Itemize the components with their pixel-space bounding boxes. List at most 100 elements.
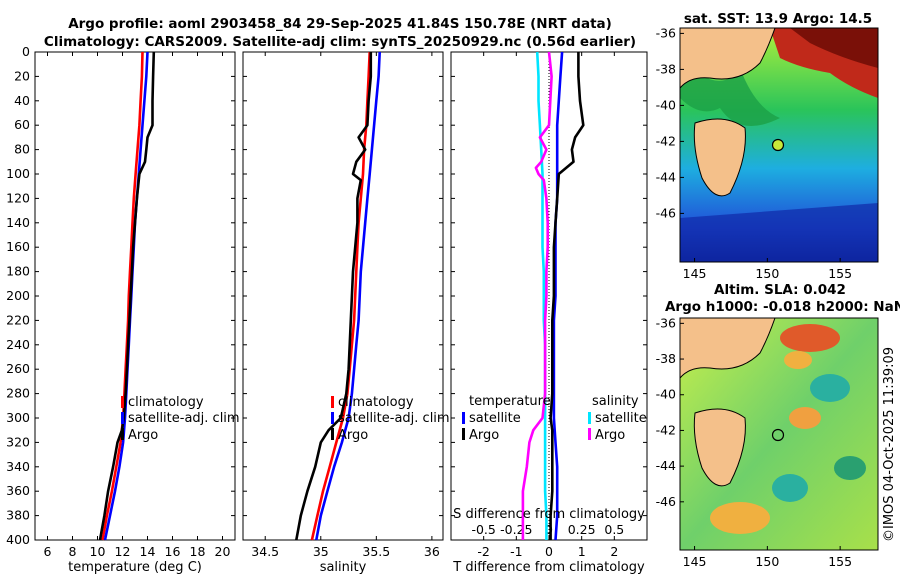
salinity-ticks: 34.5 35 35.5 36	[243, 51, 443, 559]
depth-tick-labels: 0 20 40 60 80 100 120 140 160 180 200 220 240 260 280 3…	[6, 44, 30, 547]
map-lat-label: -38	[656, 351, 676, 366]
x-tick-label: 6	[44, 544, 52, 559]
x-tick-label: 18	[190, 544, 206, 559]
depth-tick-label: 360	[6, 483, 30, 498]
legend-label-argo: Argo	[128, 428, 158, 443]
legend-label-argo: Argo	[338, 428, 368, 443]
x-tick-label: 16	[165, 544, 181, 559]
legend-label-climatology: climatology	[128, 395, 204, 410]
depth-tick-label: 180	[6, 264, 30, 279]
depth-tick-label: 80	[14, 142, 30, 157]
series-line-clim	[310, 51, 371, 541]
legend-swatch-t-satellite	[462, 412, 465, 424]
salinity-lines	[295, 51, 381, 541]
x-tick-label: 35	[313, 544, 329, 559]
temperature-ticks: 6 8 10 12 14 16 18 20	[35, 51, 235, 559]
depth-tick-label: 0	[22, 44, 30, 59]
depth-tick-label: 300	[6, 410, 30, 425]
sla-map: Altim. SLA: 0.042 Argo h1000: -0.018 h20…	[656, 282, 900, 569]
legend-swatch-climatology	[121, 396, 124, 408]
map-lat-label: -42	[656, 133, 676, 148]
s-diff-tick-label: -0.25	[500, 522, 532, 537]
x-tick-label: 1	[578, 544, 586, 559]
x-tick-label: 20	[215, 544, 231, 559]
x-tick-label: -1	[510, 544, 522, 559]
series-line-argo	[98, 51, 156, 541]
title-line-2: Climatology: CARS2009. Satellite-adj cli…	[44, 34, 636, 50]
temperature-axes-box	[34, 51, 236, 541]
s-diff-tick-label: 0.25	[568, 522, 596, 537]
t-difference-axis-label: T difference from climatology	[452, 560, 645, 575]
map-lon-label: 145	[683, 266, 707, 281]
salinity-axes-box	[242, 51, 444, 541]
map-lat-label: -46	[656, 494, 676, 509]
legend-label-t-argo: Argo	[469, 428, 499, 443]
x-tick-label: 34.5	[251, 544, 279, 559]
series-line-sat_s	[535, 51, 548, 540]
difference-lines	[521, 51, 585, 541]
legend-label-satellite: satellite-adj. clim	[338, 411, 450, 426]
map-lat-label: -46	[656, 205, 676, 220]
argo-location-marker	[771, 428, 785, 442]
map-lat-label: -36	[656, 25, 676, 40]
x-tick-label: 35.5	[362, 544, 390, 559]
s-diff-tick-label: 0.5	[604, 522, 624, 537]
legend-label-climatology: climatology	[338, 395, 414, 410]
x-tick-label: 14	[140, 544, 156, 559]
depth-tick-label: 240	[6, 337, 30, 352]
sst-map-ticks: -36 -38 -40 -42 -44 -46 145 150 155	[656, 25, 852, 281]
depth-tick-label: 160	[6, 239, 30, 254]
depth-tick-label: 280	[6, 386, 30, 401]
map-lon-label: 155	[828, 554, 852, 569]
depth-tick-label: 40	[14, 93, 30, 108]
map-lat-label: -40	[656, 97, 676, 112]
depth-tick-label: 20	[14, 68, 30, 83]
depth-tick-label: 260	[6, 361, 30, 376]
map-lat-label: -42	[656, 422, 676, 437]
temperature-lines	[98, 51, 156, 541]
depth-tick-label: 60	[14, 117, 30, 132]
legend-heading-temperature: temperature	[469, 394, 551, 409]
legend-heading-salinity: salinity	[592, 394, 639, 409]
sst-map: sat. SST: 13.9 Argo: 14.5 -36 -38 -40 -42 -4…	[656, 11, 879, 281]
depth-tick-label: 220	[6, 312, 30, 327]
credit-label: ©IMOS 04-Oct-2025 11:39:09	[882, 347, 897, 542]
depth-tick-label: 140	[6, 215, 30, 230]
legend-swatch-s-satellite	[588, 412, 591, 424]
sla-map-frame	[679, 317, 879, 551]
x-tick-label: 36	[424, 544, 440, 559]
depth-tick-label: 120	[6, 190, 30, 205]
map-lat-label: -38	[656, 61, 676, 76]
depth-tick-label: 340	[6, 459, 30, 474]
series-line-argo	[295, 52, 373, 541]
sla-map-image	[680, 318, 878, 550]
series-line-sat	[315, 51, 381, 541]
depth-tick-label: 380	[6, 508, 30, 523]
legend-swatch-climatology	[331, 396, 334, 408]
sst-map-image	[680, 28, 878, 262]
salinity-axis-label: salinity	[320, 560, 367, 575]
depth-tick-label: 320	[6, 434, 30, 449]
legend-label-s-satellite: satellite	[595, 411, 647, 426]
legend-swatch-t-argo	[462, 428, 465, 440]
depth-tick-label: 400	[6, 532, 30, 547]
map-lat-label: -36	[656, 315, 676, 330]
s-difference-axis-label: S difference from climatology	[453, 507, 645, 522]
legend-label-satellite: satellite-adj. clim	[128, 411, 240, 426]
map-lon-label: 150	[755, 266, 779, 281]
temperature-axis-label: temperature (deg C)	[68, 560, 202, 575]
temperature-legend: climatology satellite-adj. clim Argo	[121, 395, 240, 443]
legend-swatch-argo	[121, 428, 124, 440]
s-diff-tick-label: -0.5	[471, 522, 495, 537]
x-tick-label: 12	[115, 544, 131, 559]
sst-map-frame	[679, 27, 879, 263]
series-line-argo	[549, 52, 585, 540]
map-lon-label: 145	[683, 554, 707, 569]
series-line-clim	[101, 51, 144, 541]
map-lat-label: -40	[656, 387, 676, 402]
legend-label-t-satellite: satellite	[469, 411, 521, 426]
difference-legend: temperature satellite Argo salinity sate…	[462, 394, 647, 443]
temperature-panel: 6 8 10 12 14 16 18 20 temperature (deg C) clima…	[34, 51, 240, 575]
